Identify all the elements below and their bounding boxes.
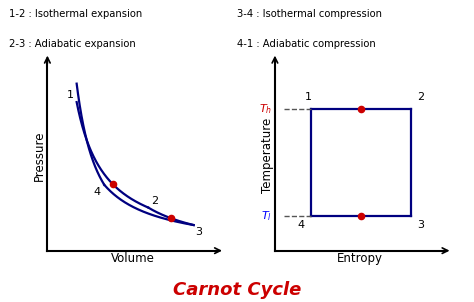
Point <box>357 106 365 111</box>
X-axis label: Entropy: Entropy <box>337 252 383 265</box>
Text: 4: 4 <box>94 187 101 197</box>
Text: 2: 2 <box>417 92 424 102</box>
Text: 1: 1 <box>66 90 73 100</box>
Text: 2: 2 <box>151 196 158 206</box>
X-axis label: Volume: Volume <box>111 252 155 265</box>
Text: 1-2 : Isothermal expansion: 1-2 : Isothermal expansion <box>9 9 143 19</box>
Text: 3: 3 <box>195 227 202 237</box>
Point <box>167 216 175 221</box>
Text: 4-1 : Adiabatic compression: 4-1 : Adiabatic compression <box>237 39 376 49</box>
Text: Carnot Cycle: Carnot Cycle <box>173 281 301 299</box>
Text: 4: 4 <box>298 220 305 230</box>
Text: 1: 1 <box>304 92 311 102</box>
Text: 3: 3 <box>417 220 424 230</box>
Text: $T_l$: $T_l$ <box>261 209 272 223</box>
Point <box>109 182 117 186</box>
Y-axis label: Pressure: Pressure <box>33 130 46 181</box>
Y-axis label: Temperature: Temperature <box>261 118 273 193</box>
Text: 3-4 : Isothermal compression: 3-4 : Isothermal compression <box>237 9 382 19</box>
Text: $T_h$: $T_h$ <box>259 102 272 116</box>
Point <box>357 214 365 218</box>
Text: 2-3 : Adiabatic expansion: 2-3 : Adiabatic expansion <box>9 39 136 49</box>
